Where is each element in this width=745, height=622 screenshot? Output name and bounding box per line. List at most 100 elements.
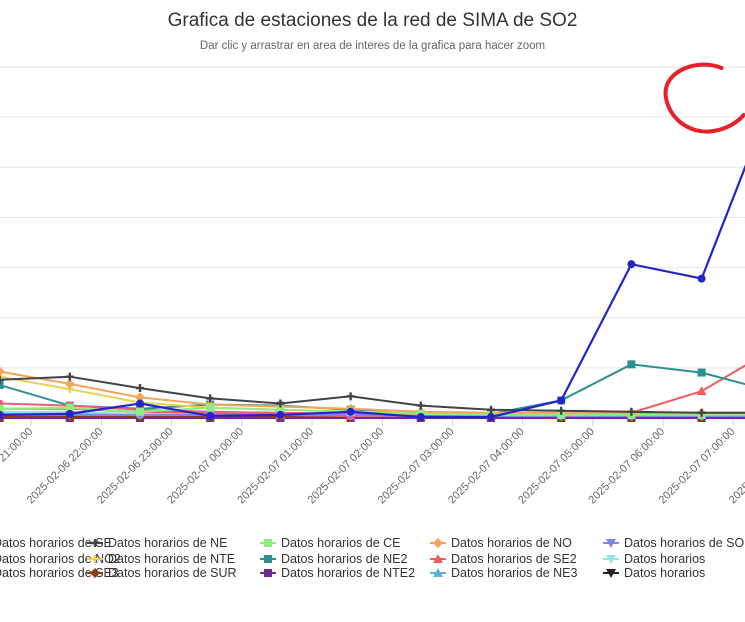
legend-label: Datos horarios de NO2 (0, 552, 121, 566)
x-tick-label: 2025-02-07 07:00:00 (657, 426, 738, 507)
legend-item[interactable]: Datos horarios (603, 552, 705, 566)
chart-subtitle: Dar clic y arrastrar en area de interes … (199, 40, 546, 52)
data-point[interactable] (136, 407, 145, 416)
legend-swatch-marker (90, 568, 100, 578)
legend-swatch-marker (433, 568, 443, 577)
legend-swatch-marker (433, 538, 443, 548)
data-point[interactable] (136, 399, 145, 408)
data-point[interactable] (627, 407, 636, 416)
x-tick-label: 2025-02-07 00:00:00 (165, 426, 246, 507)
annotation-circle (663, 62, 745, 134)
data-point[interactable] (346, 392, 355, 401)
data-point[interactable] (346, 407, 355, 416)
legend-swatch-marker (264, 539, 272, 547)
data-point[interactable] (696, 386, 707, 396)
legend-swatch-marker (606, 569, 616, 578)
annotation-layer (663, 62, 745, 134)
data-point[interactable] (697, 408, 706, 417)
x-tick-label: 2025-02-06 23:00:00 (95, 426, 176, 507)
legend-item[interactable]: Datos horarios de SE3 (0, 566, 119, 580)
data-point[interactable] (557, 410, 566, 419)
data-point[interactable] (206, 411, 215, 420)
x-tick-label: 2025-02-07 02:00:00 (306, 426, 387, 507)
data-point[interactable] (416, 412, 425, 421)
data-point[interactable] (487, 405, 496, 414)
legend-label: Datos horarios de SE (0, 536, 112, 550)
legend-item[interactable]: Datos horarios de NO2 (0, 552, 121, 566)
legend-label: Datos horarios de NTE (108, 552, 235, 566)
legend-swatch-marker (264, 569, 272, 577)
legend-item[interactable]: Datos horarios de SUR (87, 566, 237, 580)
data-point[interactable] (0, 372, 4, 381)
legend-label: Datos horarios de NE3 (451, 566, 578, 580)
chart-title: Grafica de estaciones de la red de SIMA … (167, 10, 578, 31)
data-point[interactable] (557, 406, 566, 415)
legend-label: Datos horarios de SUR (108, 566, 237, 580)
legend-item[interactable]: Datos horarios de NE3 (430, 566, 578, 580)
data-point[interactable] (65, 372, 74, 381)
data-point[interactable] (65, 403, 74, 412)
x-tick-label: 2025-02-07 06:00:00 (586, 426, 667, 507)
legend-label: Datos horarios (624, 552, 705, 566)
data-point[interactable] (627, 260, 636, 269)
x-tick-label: 2025-02-07 05:00:00 (516, 426, 597, 507)
legend-label: Datos horarios de NE2 (281, 552, 408, 566)
data-point[interactable] (0, 404, 4, 413)
data-point[interactable] (0, 375, 4, 384)
series-line[interactable] (0, 99, 745, 419)
legend-label: Datos horarios de NE (108, 536, 228, 550)
x-tick-label: 2025-02-07 03:00:00 (376, 426, 457, 507)
data-point[interactable] (557, 396, 566, 405)
data-point[interactable] (276, 399, 285, 408)
data-point[interactable] (627, 360, 636, 369)
legend-swatch-marker (91, 539, 99, 547)
legend-label: Datos horarios de SO (624, 536, 744, 550)
legend-swatch-marker (264, 555, 272, 563)
legend-item[interactable]: Datos horarios de NTE (87, 552, 235, 566)
data-point[interactable] (206, 403, 215, 412)
data-point[interactable] (136, 384, 145, 393)
legend-swatch-marker (433, 554, 443, 563)
legend-label: Datos horarios (624, 566, 705, 580)
series-0[interactable] (0, 95, 745, 421)
data-point[interactable] (276, 410, 285, 419)
legend-item[interactable]: Datos horarios de NE (87, 536, 228, 550)
legend-item[interactable]: Datos horarios de CE (260, 536, 401, 550)
x-tick-label: 2025-02-06 22:00:00 (25, 426, 106, 507)
legend-item[interactable]: Datos horarios (603, 566, 705, 580)
legend-swatch-marker (606, 539, 616, 548)
legend-label: Datos horarios de SE3 (0, 566, 119, 580)
data-point[interactable] (206, 394, 215, 403)
legend-label: Datos horarios de NTE2 (281, 566, 415, 580)
legend-label: Datos horarios de CE (281, 536, 401, 550)
series-line[interactable] (0, 363, 745, 415)
series-1[interactable] (0, 372, 745, 417)
legend-label: Datos horarios de SE2 (451, 552, 577, 566)
data-point[interactable] (65, 409, 74, 418)
data-point[interactable] (0, 410, 4, 419)
data-point[interactable] (135, 392, 146, 403)
data-point[interactable] (0, 366, 5, 377)
series-layer (0, 95, 745, 422)
data-point[interactable] (697, 368, 706, 377)
legend-item[interactable]: Datos horarios de NTE2 (260, 566, 415, 580)
legend-item[interactable]: Datos horarios de SE2 (430, 552, 577, 566)
data-point[interactable] (64, 378, 75, 389)
data-point[interactable] (487, 412, 496, 421)
data-point[interactable] (697, 274, 706, 283)
x-tick-label: 2025-02-07 04:00:00 (446, 426, 527, 507)
legend-label: Datos horarios de NO (451, 536, 572, 550)
data-point[interactable] (276, 405, 285, 414)
legend-item[interactable]: Datos horarios de SO (603, 536, 744, 550)
legend-item[interactable]: Datos horarios de NE2 (260, 552, 408, 566)
legend-swatch-marker (606, 555, 616, 564)
data-point[interactable] (0, 380, 4, 389)
legend-item[interactable]: Datos horarios de SE (0, 536, 112, 550)
legend-item[interactable]: Datos horarios de NO (430, 536, 572, 550)
legend-swatch-marker (91, 555, 99, 563)
data-point[interactable] (416, 401, 425, 410)
x-tick-label: 2025-02-07 01:00:00 (235, 426, 316, 507)
